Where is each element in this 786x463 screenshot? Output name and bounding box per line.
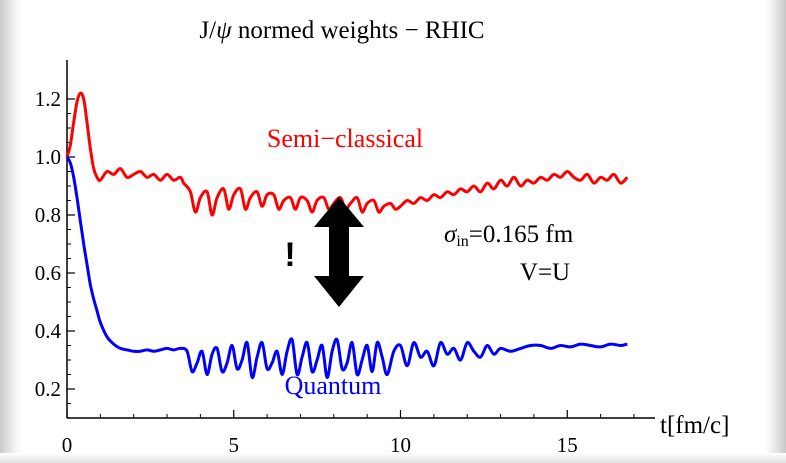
sigma-annotation: σin=0.165 fm xyxy=(444,221,574,250)
x-tick-label: 10 xyxy=(390,433,411,457)
x-tick-label: 5 xyxy=(229,433,240,457)
y-ticks: 0.2 0.4 0.6 0.8 1.0 1.2 xyxy=(35,87,75,404)
y-tick-label: 0.2 xyxy=(35,377,61,401)
y-tick-label: 1.2 xyxy=(35,87,61,111)
y-tick-label: 0.6 xyxy=(35,261,61,285)
exclamation-mark: ! xyxy=(284,236,295,274)
series-layer xyxy=(65,91,629,379)
y-tick-label: 1.0 xyxy=(35,145,61,169)
axes xyxy=(66,60,655,419)
double-arrow-icon xyxy=(314,197,364,307)
series-line-quantum xyxy=(65,156,628,379)
y-tick-label: 0.4 xyxy=(35,319,62,343)
x-axis-label: t[fm/c] xyxy=(660,412,729,439)
v-equals-u-annotation: V=U xyxy=(520,259,570,286)
series-line-semi-classical xyxy=(65,91,629,217)
y-tick-label: 0.8 xyxy=(35,203,61,227)
bottom-edge-shadow xyxy=(0,453,786,463)
semi-classical-label: Semi−classical xyxy=(267,124,423,153)
x-tick-label: 0 xyxy=(62,433,73,457)
x-tick-label: 15 xyxy=(557,433,578,457)
x-ticks: 0 5 10 15 xyxy=(62,410,635,457)
left-edge-shadow xyxy=(0,0,22,463)
chart-title: J/ψ normed weights − RHIC xyxy=(199,17,484,44)
quantum-label: Quantum xyxy=(285,371,382,400)
right-edge-shadow xyxy=(764,0,786,463)
